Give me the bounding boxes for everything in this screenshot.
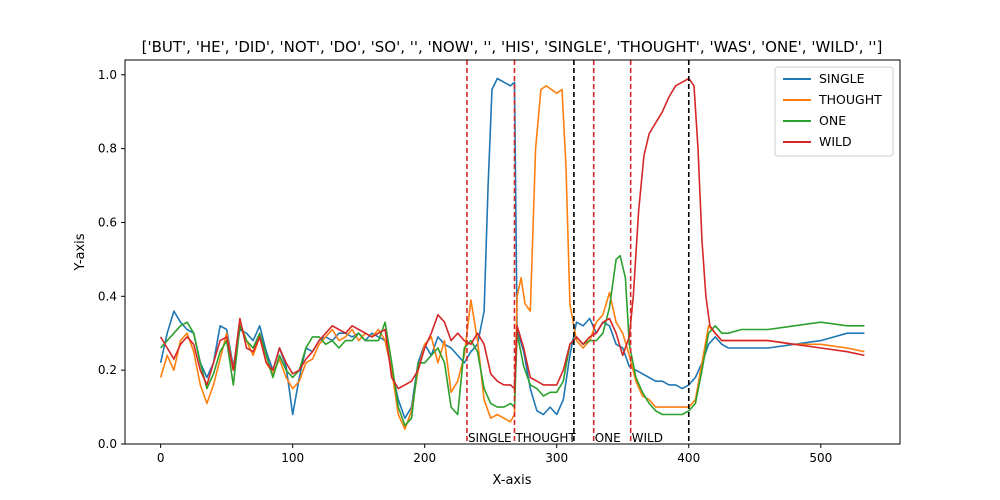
y-axis: 0.0 0.2 0.4 0.6 0.8 1.0: [98, 68, 125, 451]
legend: SINGLE THOUGHT ONE WILD: [774, 66, 894, 157]
x-tick-label: 200: [413, 451, 436, 465]
x-tick-label: 0: [157, 451, 165, 465]
word-annotation-thought: THOUGHT: [514, 431, 576, 445]
y-tick-label: 0.4: [98, 289, 117, 303]
y-tick-label: 0.6: [98, 215, 117, 229]
x-tick-label: 500: [809, 451, 832, 465]
plot-frame: [124, 59, 901, 445]
legend-label-wild: WILD: [819, 134, 852, 149]
y-tick-label: 0.2: [98, 363, 117, 377]
legend-label-thought: THOUGHT: [818, 92, 882, 107]
word-annotation-single: SINGLE: [468, 431, 512, 445]
x-tick-label: 300: [545, 451, 568, 465]
y-axis-label: Y-axis: [73, 233, 88, 271]
word-annotation-wild: WILD: [632, 431, 663, 445]
series-line-thought: [159, 85, 865, 430]
legend-label-one: ONE: [819, 113, 846, 128]
chart-title: ['BUT', 'HE', 'DID', 'NOT', 'DO', 'SO', …: [142, 38, 883, 56]
legend-label-single: SINGLE: [819, 71, 865, 86]
x-axis-label: X-axis: [493, 473, 532, 488]
y-tick-label: 0.0: [98, 437, 117, 451]
y-tick-label: 1.0: [98, 68, 117, 82]
series-line-wild: [159, 77, 865, 390]
legend-box: [774, 66, 894, 157]
x-tick-label: 400: [677, 451, 700, 465]
x-axis: 0 100 200 300 400 500: [157, 444, 832, 465]
plot-area: SINGLE THOUGHT ONE WILD: [159, 60, 865, 445]
y-tick-label: 0.8: [98, 142, 117, 156]
word-annotation-one: ONE: [595, 431, 621, 445]
series-line-one: [160, 254, 865, 427]
series-line-single: [159, 77, 865, 419]
x-tick-label: 100: [281, 451, 304, 465]
